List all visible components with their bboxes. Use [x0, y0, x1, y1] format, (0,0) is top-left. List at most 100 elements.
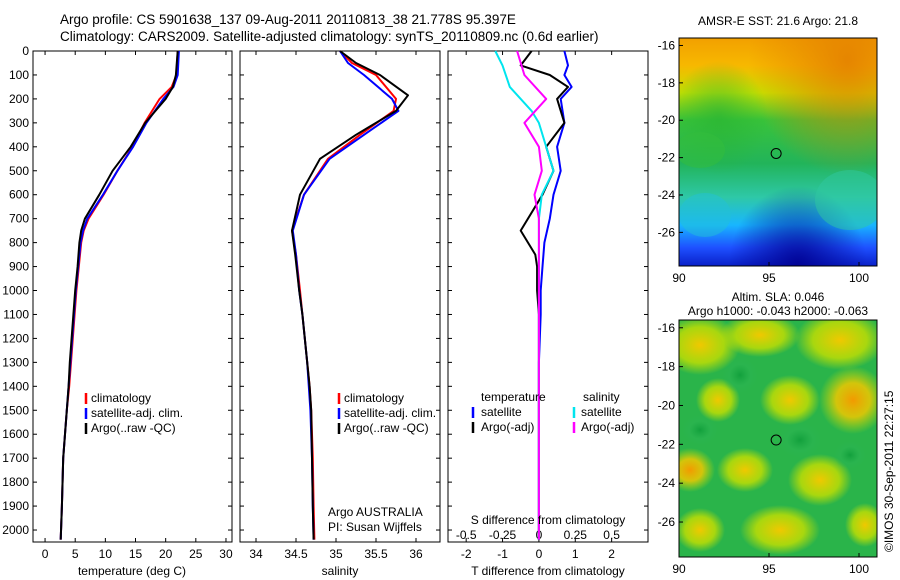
argo-credit-line2: PI: Susan Wijffels: [328, 520, 422, 534]
depth-tick-label: 900: [9, 260, 29, 274]
sla-map-axes: 90 95 100 -16 -18 -20 -22 -24 -26: [658, 321, 870, 576]
salinity-legend: climatology satellite-adj. clim. Argo(..…: [337, 391, 436, 435]
lat-tick-label: -16: [658, 38, 676, 52]
x-tick-label: 0: [536, 547, 543, 561]
salinity-x-label: salinity: [322, 564, 359, 578]
legend-label-argo: Argo(..raw -QC): [91, 421, 176, 435]
depth-tick-label: 1600: [2, 427, 29, 441]
legend-label-s-argo: Argo(-adj): [581, 420, 634, 434]
x-tick-label: 10: [99, 547, 113, 561]
series-line-satellite: [537, 50, 573, 540]
depth-tick-label: 1900: [2, 499, 29, 513]
depth-tick-label: 300: [9, 116, 29, 130]
lat-tick-label: -16: [658, 321, 676, 335]
sla-map-frame: [678, 319, 878, 558]
series-line-argo-adj-: [516, 50, 548, 540]
lon-tick-label: 95: [762, 271, 776, 285]
temperature-plot-frame: [32, 50, 233, 543]
lat-tick-label: -24: [658, 188, 676, 202]
argo-float-marker: [770, 147, 782, 159]
imos-timestamp: ©IMOS 30-Sep-2011 22:27:15: [882, 390, 896, 552]
salinity-panel: 34 34.5 35 35.5 36 climatology satellite-adj…: [239, 50, 441, 578]
lon-tick-label: 100: [849, 562, 869, 576]
salinity-depth-ticks: [240, 50, 440, 531]
s-tick-label: -0.25: [489, 528, 517, 542]
x-tick-label: -1: [497, 547, 508, 561]
x-tick-label: 36: [409, 547, 423, 561]
sst-map-field: [679, 38, 877, 266]
x-tick-label: 15: [129, 547, 143, 561]
s-tick-label: -0.5: [456, 528, 477, 542]
x-tick-label: -2: [461, 547, 472, 561]
lat-tick-label: -20: [658, 398, 676, 412]
depth-tick-label: 1400: [2, 379, 29, 393]
depth-tick-label: 2000: [2, 523, 29, 537]
sla-map-panel: Altim. SLA: 0.046 Argo h1000: -0.043 h20…: [658, 290, 878, 576]
lat-tick-label: -26: [658, 225, 676, 239]
x-tick-label: 35: [329, 547, 343, 561]
argo-float-marker: [770, 434, 782, 446]
sst-map-frame: [678, 37, 878, 267]
legend-heading-temperature: temperature: [481, 390, 546, 404]
x-tick-label: 20: [159, 547, 173, 561]
legend-label-t-satellite: satellite: [481, 405, 522, 419]
temperature-lines: [59, 50, 180, 540]
depth-tick-label: 1000: [2, 284, 29, 298]
salinity-lines: [291, 50, 409, 540]
lat-tick-label: -18: [658, 360, 676, 374]
sst-map-axes: 90 95 100 -16 -18 -20 -22 -24 -26: [658, 38, 870, 285]
difference-panel: -2 -1 0 1 2 -0.5 -0.25 0 0.25 0.5 temperature sa…: [447, 50, 649, 578]
difference-legend-temperature: temperature satellite Argo(-adj): [471, 390, 546, 434]
lat-tick-label: -22: [658, 151, 676, 165]
depth-tick-label: 700: [9, 212, 29, 226]
x-tick-label: 1: [572, 547, 579, 561]
legend-heading-salinity: salinity: [583, 390, 620, 404]
argo-credit-line1: Argo AUSTRALIA: [328, 505, 423, 519]
depth-tick-label: 1500: [2, 403, 29, 417]
lat-tick-label: -22: [658, 437, 676, 451]
depth-tick-label: 100: [9, 68, 29, 82]
x-tick-label: 0: [42, 547, 49, 561]
s-tick-label: 0.5: [603, 528, 620, 542]
t-difference-label: T difference from climatology: [471, 564, 625, 578]
difference-s-axis: -0.5 -0.25 0 0.25 0.5: [456, 528, 620, 542]
legend-label-s-satellite: satellite: [581, 405, 622, 419]
x-tick-label: 2: [608, 547, 615, 561]
series-line-satellite-adj-clim-: [291, 50, 400, 540]
difference-t-axis: -2 -1 0 1 2: [461, 51, 615, 561]
x-tick-label: 34.5: [284, 547, 308, 561]
series-line-climatology: [59, 50, 179, 540]
depth-tick-label: 1700: [2, 451, 29, 465]
legend-label-t-argo: Argo(-adj): [481, 420, 534, 434]
legend-label-satellite: satellite-adj. clim.: [344, 406, 436, 420]
x-tick-label: 5: [72, 547, 79, 561]
depth-tick-label: 800: [9, 236, 29, 250]
series-line-argo-raw-qc-: [59, 50, 179, 540]
sla-map-title: Altim. SLA: 0.046: [732, 290, 825, 304]
lat-tick-label: -20: [658, 113, 676, 127]
lon-tick-label: 90: [672, 271, 686, 285]
lat-tick-label: -24: [658, 476, 676, 490]
lat-tick-label: -26: [658, 515, 676, 529]
legend-label-climatology: climatology: [91, 391, 151, 405]
temperature-x-axis: 0 5 10 15 20 25 30: [42, 51, 233, 561]
depth-tick-label: 500: [9, 164, 29, 178]
s-tick-label: 0.25: [564, 528, 588, 542]
sla-map-field: [679, 320, 877, 557]
s-difference-label: S difference from climatology: [471, 513, 626, 527]
depth-tick-label: 1200: [2, 331, 29, 345]
series-line-argo-raw-qc-: [291, 50, 409, 540]
salinity-plot-frame: [239, 50, 441, 543]
sst-map-title: AMSR-E SST: 21.6 Argo: 21.8: [698, 14, 858, 28]
sst-map-panel: AMSR-E SST: 21.6 Argo: 21.8 90 95 100 -16 -1…: [658, 14, 878, 285]
depth-tick-label: 1300: [2, 355, 29, 369]
salinity-x-axis: 34 34.5 35 35.5 36: [249, 51, 423, 561]
depth-tick-label: 1800: [2, 475, 29, 489]
temperature-legend: climatology satellite-adj. clim. Argo(..…: [84, 391, 183, 435]
difference-depth-ticks: [448, 50, 648, 531]
depth-tick-label: 0: [22, 44, 29, 58]
depth-tick-label: 1100: [3, 307, 29, 321]
difference-legend-salinity: salinity satellite Argo(-adj): [572, 390, 634, 434]
lon-tick-label: 95: [762, 562, 776, 576]
